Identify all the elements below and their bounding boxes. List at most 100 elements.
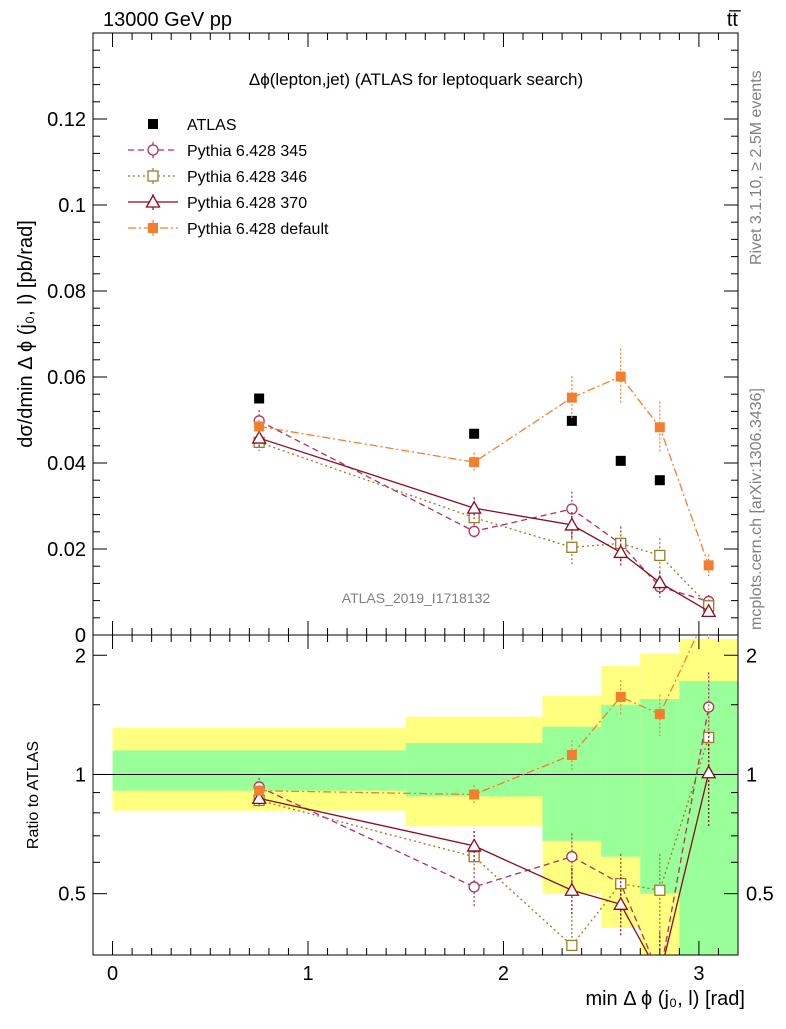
ratio-series-pythia-6-428-370 xyxy=(251,732,717,981)
data-point xyxy=(469,428,480,439)
main-y-axis-label: dσ/dmin Δ ϕ (j₀, l) [pb/rad] xyxy=(15,220,37,448)
ratio-series-layer xyxy=(251,635,717,981)
ratio-y-tick-label-right: 2 xyxy=(746,645,757,667)
ratio-line xyxy=(258,737,710,947)
analysis-watermark: ATLAS_2019_I1718132 xyxy=(342,590,491,606)
data-point xyxy=(566,415,577,426)
legend-marker xyxy=(145,194,161,208)
data-point xyxy=(652,574,668,589)
main-y-tick-label: 0.12 xyxy=(47,109,86,131)
legend-label: Pythia 6.428 346 xyxy=(187,169,307,186)
legend-item-pythia-6-428-346: Pythia 6.428 346 xyxy=(128,168,307,186)
legend-label: Pythia 6.428 default xyxy=(187,221,329,238)
main-y-tick-label: 0 xyxy=(75,625,86,647)
ratio-uncertainty-bands xyxy=(93,638,738,955)
ratio-point xyxy=(654,884,666,896)
ratio-line xyxy=(258,706,710,955)
energy-label: 13000 GeV pp xyxy=(103,9,232,31)
ratio-y-tick-label: 2 xyxy=(75,645,86,667)
legend-marker xyxy=(148,119,158,129)
ratio-point xyxy=(615,691,626,702)
series-pythia-6-428-default xyxy=(254,348,714,577)
ratio-band-inner xyxy=(601,704,641,857)
legend-item-pythia-6-428-default: Pythia 6.428 default xyxy=(128,220,329,238)
ratio-point xyxy=(254,785,265,796)
data-point xyxy=(466,500,482,514)
legend-marker xyxy=(147,144,159,156)
ratio-plot-frame xyxy=(92,634,739,956)
ratio-point xyxy=(251,790,267,805)
legend-marker xyxy=(148,223,158,233)
x-tick-label: 2 xyxy=(498,963,509,985)
data-point xyxy=(566,541,578,553)
data-point xyxy=(654,549,666,562)
x-axis-label: min Δ ϕ (j₀, l) [rad] xyxy=(585,988,745,1010)
data-point xyxy=(701,603,717,617)
main-series-layer xyxy=(251,348,717,617)
main-y-tick-label: 0.06 xyxy=(47,367,86,389)
data-point xyxy=(566,392,577,403)
main-y-tick-label: 0.02 xyxy=(47,539,86,561)
ratio-band-inner xyxy=(542,726,602,841)
mcplots-label: mcplots.cern.ch [arXiv:1306.3436] xyxy=(748,388,765,630)
ratio-series-pythia-6-428-default xyxy=(254,635,710,805)
main-y-axis: 0 0.02 0.04 0.06 0.08 0.1 0.12 xyxy=(47,32,738,647)
main-y-tick-label: 0.08 xyxy=(47,281,86,303)
legend: ATLAS Pythia 6.428 345 Pythia 6.428 346 Pyt… xyxy=(128,117,329,238)
series-pythia-6-428-346 xyxy=(253,433,715,613)
data-point xyxy=(469,457,480,468)
x-tick-label: 0 xyxy=(107,963,118,985)
ratio-point xyxy=(466,838,482,852)
ratio-point xyxy=(654,709,665,720)
process-label: tt̅ xyxy=(727,9,741,31)
ratio-band-inner xyxy=(405,743,543,797)
ratio-point xyxy=(469,789,480,800)
main-plot-title: Δϕ(lepton,jet) (ATLAS for leptoquark sea… xyxy=(249,70,583,89)
ratio-y-tick-label-right: 1 xyxy=(746,764,757,786)
series-atlas xyxy=(254,393,714,617)
ratio-point xyxy=(566,851,578,863)
data-point xyxy=(251,430,267,444)
ratio-y-axis-label: Ratio to ATLAS xyxy=(25,741,42,849)
legend-label: ATLAS xyxy=(187,117,237,134)
ratio-point xyxy=(468,881,480,893)
legend-label: Pythia 6.428 370 xyxy=(187,195,307,212)
data-point xyxy=(654,422,665,433)
ratio-line xyxy=(259,635,698,796)
ratio-point xyxy=(566,749,577,760)
ratio-y-tick-label: 1 xyxy=(75,764,86,786)
data-point xyxy=(564,517,580,531)
data-point xyxy=(254,393,265,404)
series-line xyxy=(259,375,710,566)
rivet-version-label: Rivet 3.1.10, ≥ 2.5M events xyxy=(748,70,765,265)
legend-item-pythia-6-428-345: Pythia 6.428 345 xyxy=(128,142,307,160)
ratio-point xyxy=(653,969,666,981)
data-point xyxy=(654,475,665,486)
series-line xyxy=(258,441,710,607)
ratio-point xyxy=(564,882,580,896)
data-point xyxy=(615,371,626,382)
data-point xyxy=(703,560,714,571)
ratio-line xyxy=(258,772,710,955)
legend-label: Pythia 6.428 345 xyxy=(187,143,307,160)
ratio-axis: 0 1 2 3 0.5 0.5 1 1 2 2 xyxy=(58,33,774,985)
series-pythia-6-428-370 xyxy=(251,428,717,617)
legend-item-atlas: ATLAS xyxy=(148,117,237,134)
data-point xyxy=(254,421,265,432)
x-tick-label: 3 xyxy=(693,963,704,985)
ratio-point xyxy=(701,764,717,779)
ratio-point xyxy=(703,701,715,713)
ratio-y-tick-label-right: 0.5 xyxy=(746,884,774,906)
ratio-point xyxy=(655,971,665,981)
main-y-tick-label: 0.04 xyxy=(47,453,86,475)
ratio-point xyxy=(613,896,629,910)
series-line xyxy=(258,437,710,612)
series-line xyxy=(258,420,709,603)
main-y-tick-label: 0.1 xyxy=(58,195,86,217)
x-tick-label: 1 xyxy=(302,963,313,985)
data-point xyxy=(468,525,480,538)
data-point xyxy=(613,544,629,559)
series-pythia-6-428-345 xyxy=(253,410,715,608)
legend-marker xyxy=(147,170,159,182)
